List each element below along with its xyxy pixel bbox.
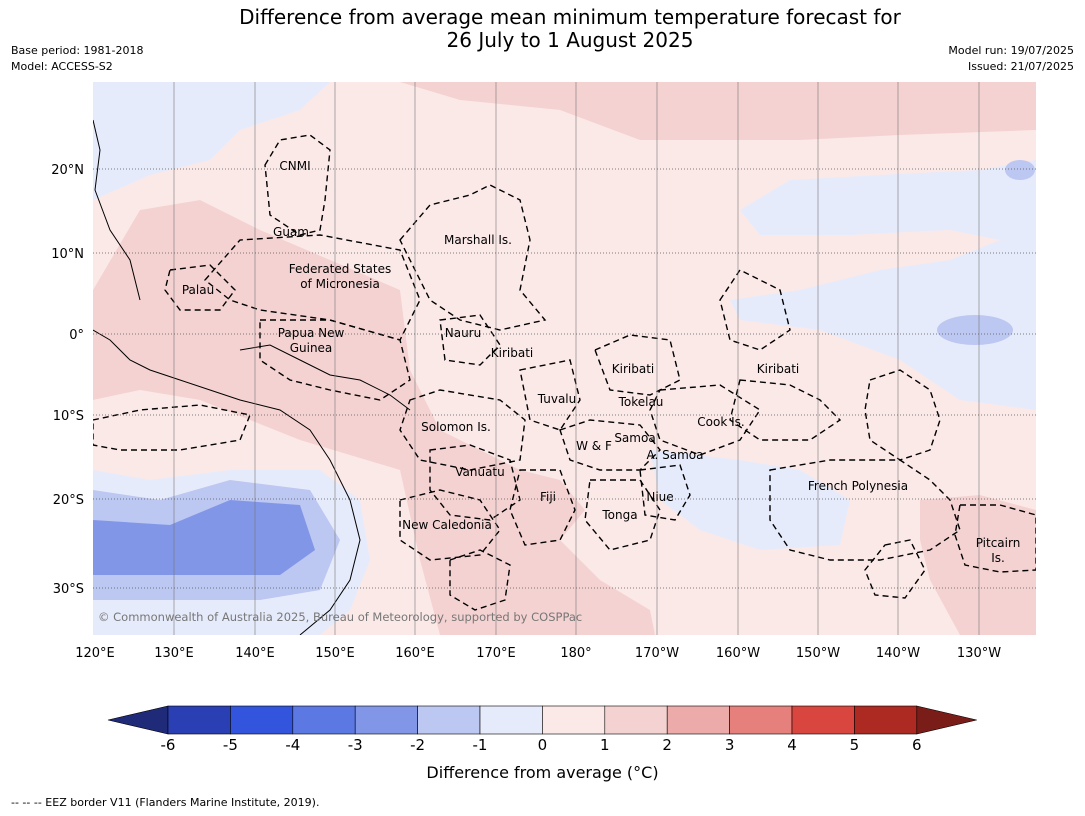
colorbar-tick-label: 1 xyxy=(590,736,620,754)
lon-label: 160°E xyxy=(395,646,435,661)
lon-label: 150°W xyxy=(796,646,840,661)
lat-label: 20°S xyxy=(53,493,84,508)
lon-label: 120°E xyxy=(75,646,115,661)
region-label: Guam xyxy=(273,225,309,239)
region-label: Niue xyxy=(646,490,673,504)
colorbar-tick-label: 3 xyxy=(715,736,745,754)
longitude-labels: 120°E 130°E 140°E 150°E 160°E 170°E 180°… xyxy=(75,646,1001,661)
region-label: Tokelau xyxy=(618,395,664,409)
region-label: Pitcairn xyxy=(976,536,1021,550)
colorbar-tick-label: -1 xyxy=(465,736,495,754)
colorbar-tick-label: -5 xyxy=(215,736,245,754)
region-label: New Caledonia xyxy=(402,518,492,532)
anomaly-field xyxy=(93,82,1036,635)
colorbar-segment xyxy=(667,706,729,734)
lat-label: 10°S xyxy=(53,409,84,424)
colorbar-segment xyxy=(854,706,916,734)
region-label: Palau xyxy=(182,283,214,297)
region-label: Cook Is. xyxy=(697,415,744,429)
region-label: Solomon Is. xyxy=(421,420,491,434)
region-label: Kiribati xyxy=(757,362,799,376)
colorbar-segment xyxy=(168,706,230,734)
region-label: Is. xyxy=(991,551,1005,565)
region-label: W & F xyxy=(576,439,612,453)
colorbar-segment xyxy=(605,706,667,734)
colorbar-segment xyxy=(418,706,480,734)
colorbar-tick-label: -4 xyxy=(278,736,308,754)
lon-label: 170°E xyxy=(476,646,516,661)
region-label: CNMI xyxy=(279,159,310,173)
lat-label: 30°S xyxy=(53,582,84,597)
colorbar-segment xyxy=(480,706,542,734)
colorbar-tick-label: 6 xyxy=(902,736,932,754)
eez-footnote: -- -- -- EEZ border V11 (Flanders Marine… xyxy=(11,796,319,809)
anomaly-ne-blue-spot xyxy=(1005,160,1035,180)
region-label: Tuvalu xyxy=(537,392,577,406)
colorbar-extend-low xyxy=(108,706,168,734)
copyright-notice: © Commonwealth of Australia 2025, Bureau… xyxy=(98,610,582,624)
colorbar-tick-label: -6 xyxy=(153,736,183,754)
lat-label: 10°N xyxy=(51,247,84,262)
colorbar-segment xyxy=(542,706,604,734)
region-label: Samoa xyxy=(614,431,655,445)
anomaly-ne-blue-core xyxy=(937,315,1013,345)
colorbar xyxy=(108,706,977,734)
lon-label: 150°E xyxy=(315,646,355,661)
colorbar-tick-label: 2 xyxy=(652,736,682,754)
lon-label: 170°W xyxy=(635,646,679,661)
region-label: Fiji xyxy=(540,490,556,504)
colorbar-tick-label: -2 xyxy=(403,736,433,754)
region-label: Federated States xyxy=(289,262,391,276)
latitude-labels: 20°N 10°N 0° 10°S 20°S 30°S xyxy=(51,163,84,597)
colorbar-title: Difference from average (°C) xyxy=(0,763,1085,782)
region-label: A. Samoa xyxy=(647,448,704,462)
lon-label: 140°E xyxy=(235,646,275,661)
colorbar-extend-high xyxy=(917,706,977,734)
colorbar-segment xyxy=(792,706,854,734)
region-label: French Polynesia xyxy=(808,479,908,493)
region-label: Tonga xyxy=(601,508,637,522)
region-label: Papua New xyxy=(278,326,345,340)
region-label: Guinea xyxy=(290,341,333,355)
lat-label: 20°N xyxy=(51,163,84,178)
region-label: Kiribati xyxy=(612,362,654,376)
region-label: Kiribati xyxy=(491,346,533,360)
region-label: of Micronesia xyxy=(300,277,380,291)
region-label: Nauru xyxy=(445,326,481,340)
lon-label: 140°W xyxy=(876,646,920,661)
colorbar-segment xyxy=(230,706,292,734)
region-label: Marshall Is. xyxy=(444,233,512,247)
lat-label: 0° xyxy=(69,328,84,343)
colorbar-tick-label: 0 xyxy=(527,736,557,754)
colorbar-tick-label: 5 xyxy=(839,736,869,754)
lon-label: 180° xyxy=(560,646,591,661)
lon-label: 160°W xyxy=(716,646,760,661)
colorbar-tick-label: 4 xyxy=(777,736,807,754)
colorbar-segment xyxy=(730,706,792,734)
lon-label: 130°W xyxy=(957,646,1001,661)
colorbar-segment xyxy=(355,706,417,734)
colorbar-segment xyxy=(293,706,355,734)
forecast-map: 20°N 10°N 0° 10°S 20°S 30°S 120°E 130°E … xyxy=(0,0,1085,816)
lon-label: 130°E xyxy=(154,646,194,661)
region-label: Vanuatu xyxy=(455,465,505,479)
colorbar-tick-label: -3 xyxy=(340,736,370,754)
